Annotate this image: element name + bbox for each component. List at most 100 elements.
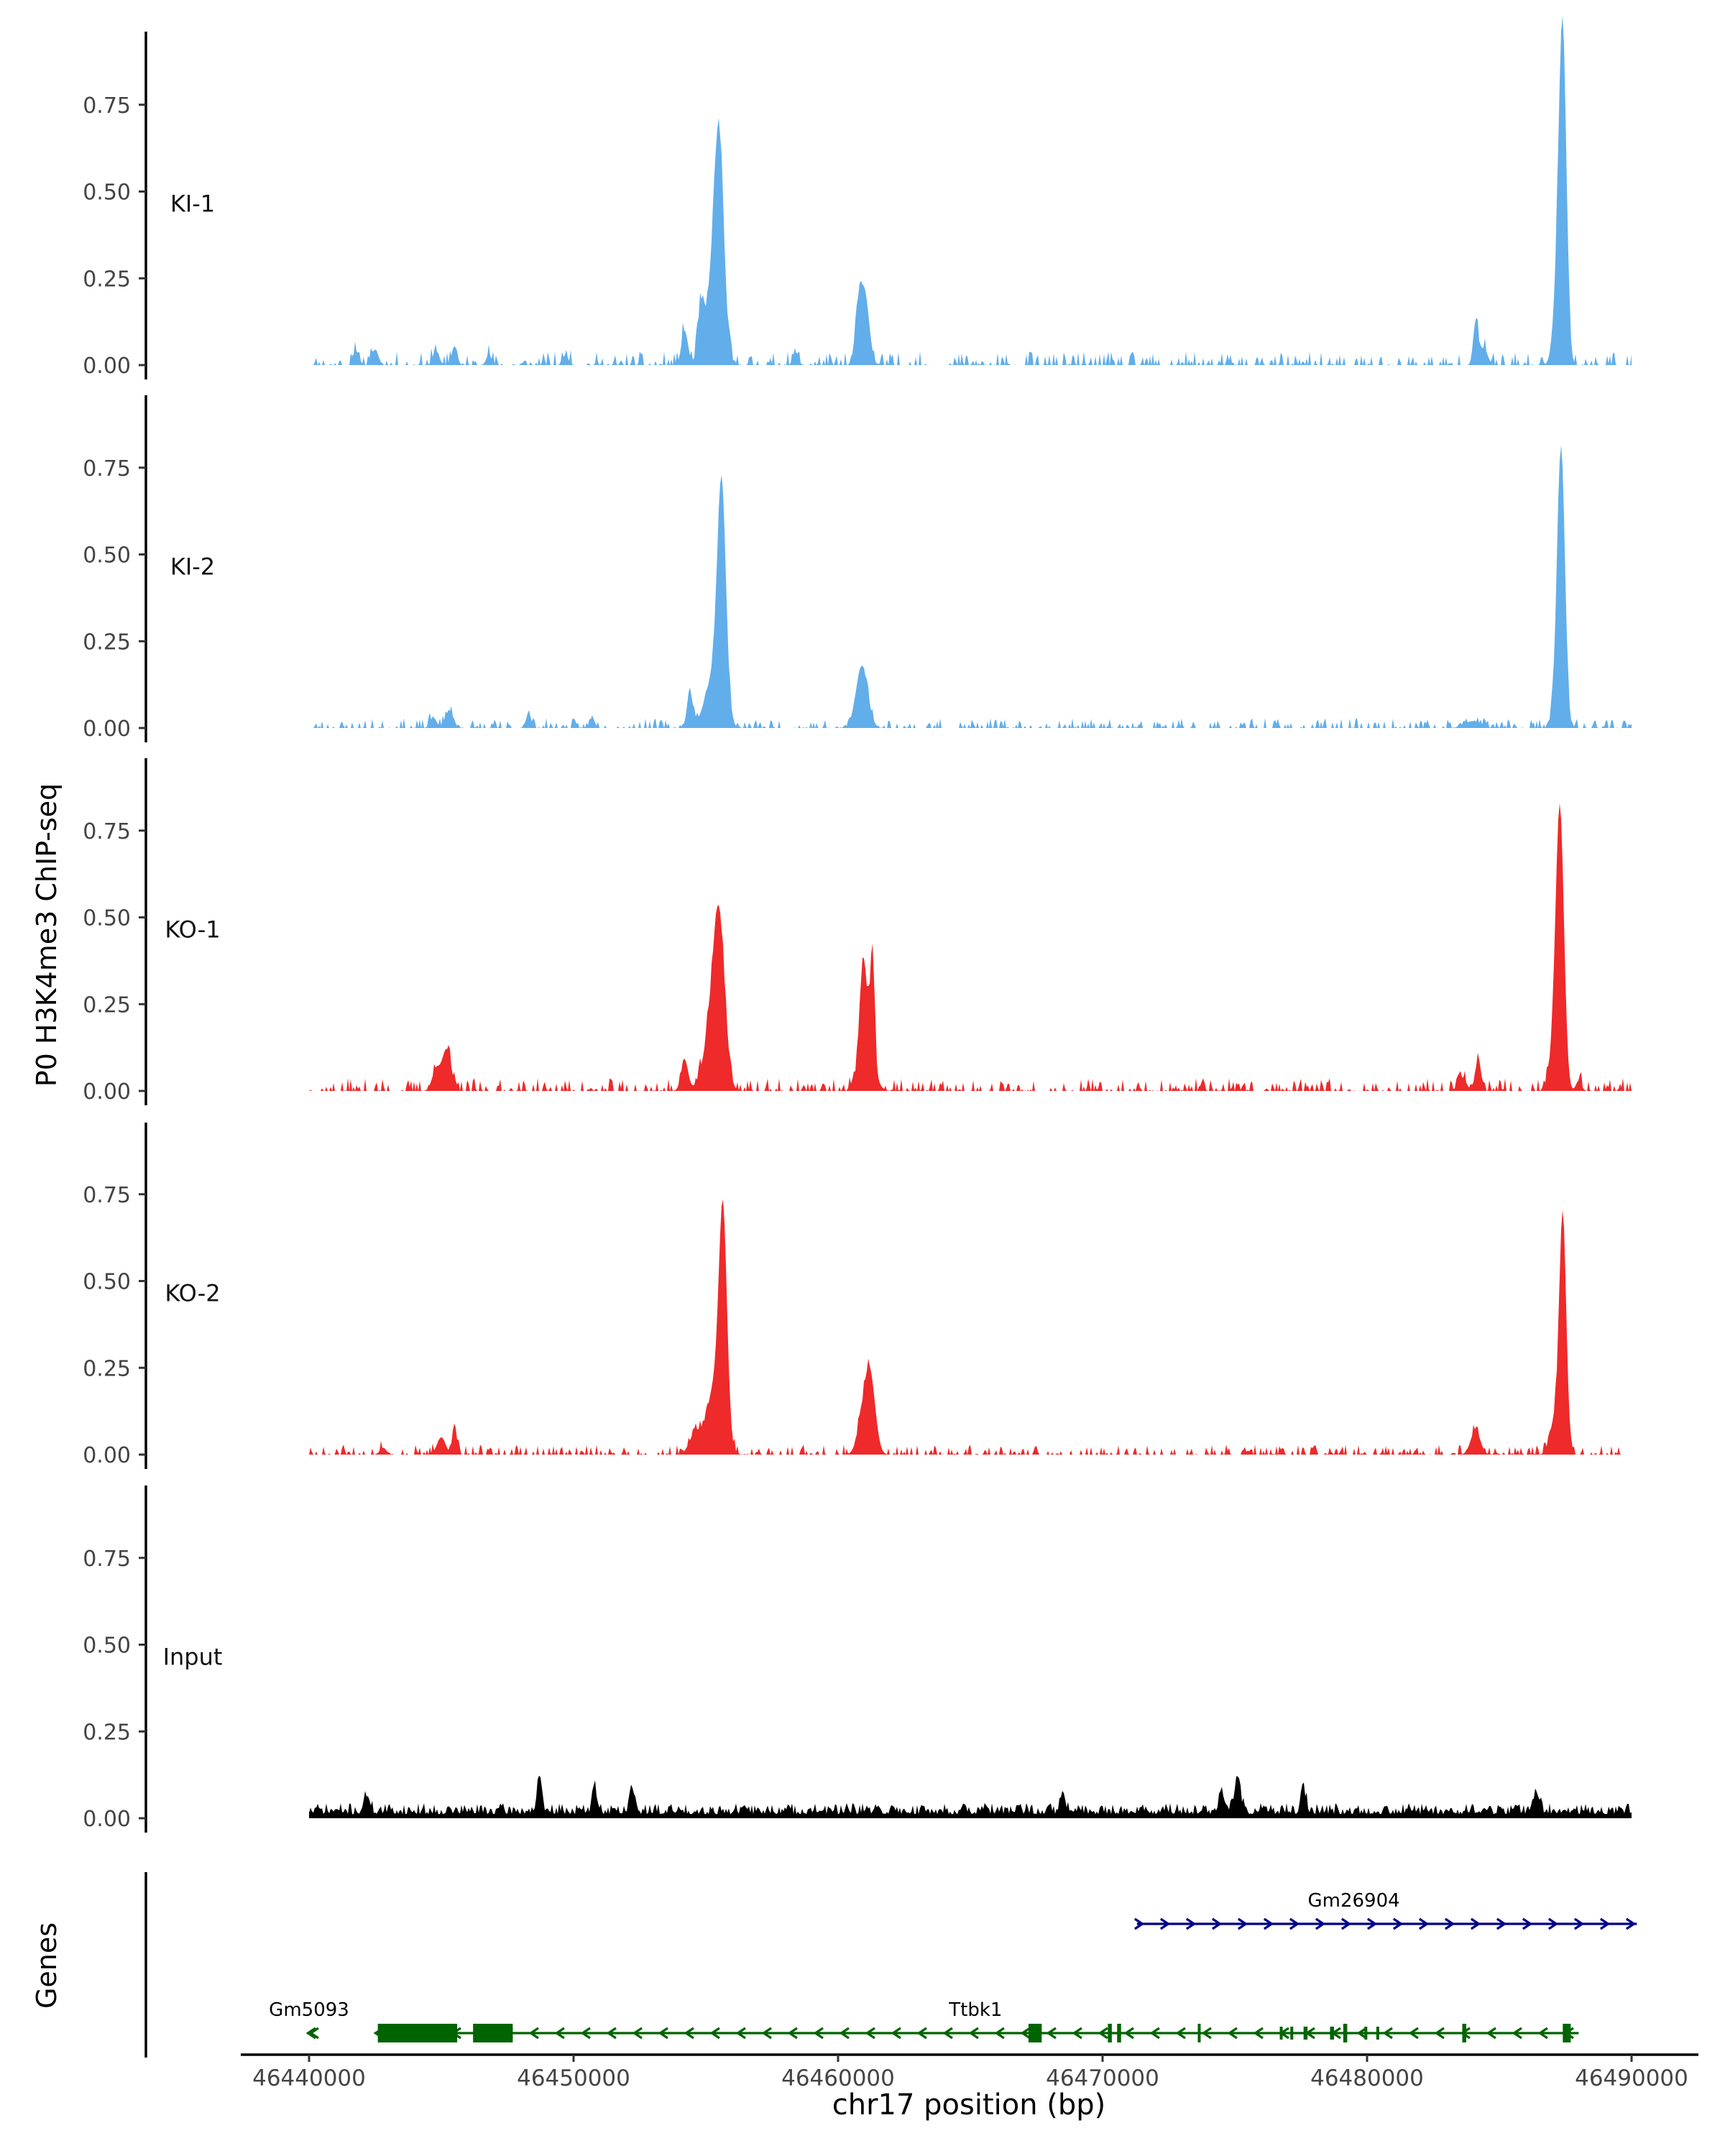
- x-axis-title: chr17 position (bp): [832, 2088, 1106, 2122]
- y-tick-label: 0.75: [83, 456, 131, 482]
- exon: [1117, 2024, 1121, 2042]
- y-tick-label: 0.25: [83, 1356, 131, 1381]
- track-ko-2: 0.00 0.25 0.50 0.75 KO-2: [83, 1123, 1632, 1469]
- strand-arrow: [813, 2027, 824, 2040]
- strand-arrow: [1253, 2027, 1264, 2040]
- strand-arrow: [1315, 1917, 1326, 1930]
- strand-arrow: [968, 2027, 979, 2040]
- genes-panel: Gm26904 Gm5093 Ttbk1: [144, 1872, 1637, 2058]
- strand-arrow: [709, 2027, 720, 2040]
- strand-arrow: [1201, 2027, 1212, 2040]
- strand-arrow: [1573, 1917, 1585, 1930]
- strand-arrow: [1434, 2027, 1445, 2040]
- exon: [1108, 2024, 1112, 2042]
- exon: [1364, 2027, 1368, 2040]
- strand-arrow: [1392, 1917, 1404, 1930]
- strand-arrow: [580, 2027, 591, 2040]
- strand-arrow: [1020, 2027, 1031, 2040]
- strand-arrow: [1072, 2027, 1082, 2040]
- exon: [1462, 2024, 1466, 2042]
- strand-arrow: [632, 2027, 643, 2040]
- exon: [1330, 2027, 1334, 2040]
- track-ko-1: 0.00 0.25 0.50 0.75 KO-1: [83, 758, 1632, 1105]
- strand-arrow: [1159, 1917, 1171, 1930]
- strand-arrow: [1496, 1917, 1507, 1930]
- y-tick-label: 0.25: [83, 1720, 131, 1745]
- genes-axis-title: Genes: [31, 1922, 63, 2009]
- x-tick-label: 46480000: [1310, 2065, 1424, 2091]
- signal-area: [309, 803, 1632, 1091]
- y-tick-label: 0.00: [83, 1807, 131, 1832]
- strand-arrow: [305, 2027, 316, 2040]
- y-tick-label: 0.75: [83, 1183, 131, 1208]
- y-tick-label: 0.50: [83, 1270, 131, 1295]
- y-tick-label: 0.50: [83, 906, 131, 931]
- strand-arrow: [1625, 1917, 1637, 1930]
- gene-ttbk1: Ttbk1: [373, 1999, 1579, 2042]
- y-tick-label: 0.25: [83, 992, 131, 1018]
- strand-arrow: [1522, 1917, 1533, 1930]
- strand-arrow: [1098, 2027, 1108, 2040]
- signal-area: [309, 16, 1632, 365]
- strand-arrow: [1133, 1917, 1145, 1930]
- strand-arrow: [1418, 1917, 1430, 1930]
- strand-arrow: [1211, 1917, 1223, 1930]
- y-tick-label: 0.50: [83, 543, 131, 568]
- strand-arrow: [942, 2027, 953, 2040]
- strand-arrow: [1537, 2027, 1548, 2040]
- strand-arrow: [1046, 2027, 1057, 2040]
- strand-arrow: [1123, 2027, 1134, 2040]
- x-tick-label: 46460000: [781, 2065, 895, 2091]
- strand-arrow: [1512, 2027, 1522, 2040]
- gene-label: Gm26904: [1308, 1890, 1400, 1912]
- y-axis-title: P0 H3K4me3 ChIP-seq: [31, 783, 63, 1087]
- y-tick-label: 0.50: [83, 180, 131, 206]
- strand-arrow: [916, 2027, 927, 2040]
- strand-arrow: [1486, 2027, 1496, 2040]
- strand-arrow: [658, 2027, 668, 2040]
- track-label: Input: [163, 1644, 223, 1671]
- gene-gm5093: Gm5093: [269, 1999, 349, 2040]
- track-label: KO-1: [165, 916, 220, 944]
- strand-arrow: [1237, 1917, 1248, 1930]
- strand-arrow: [1289, 1917, 1300, 1930]
- strand-arrow: [1547, 1917, 1559, 1930]
- strand-arrow: [1470, 1917, 1481, 1930]
- y-tick-label: 0.00: [83, 1079, 131, 1105]
- strand-arrow: [308, 2027, 319, 2040]
- y-tick-label: 0.00: [83, 1443, 131, 1468]
- track-ki-2: 0.00 0.25 0.50 0.75 KI-2: [83, 395, 1632, 742]
- strand-arrow: [528, 2027, 539, 2040]
- track-ki-1: 0.00 0.25 0.50 0.75 KI-1: [83, 16, 1632, 379]
- x-tick-label: 46470000: [1046, 2065, 1159, 2091]
- y-tick-label: 0.00: [83, 354, 131, 379]
- y-tick-label: 0.25: [83, 630, 131, 655]
- strand-arrow: [684, 2027, 694, 2040]
- y-tick-label: 0.75: [83, 819, 131, 844]
- exon: [1290, 2027, 1294, 2040]
- exon: [1376, 2027, 1379, 2040]
- strand-arrow: [839, 2027, 850, 2040]
- tracks-layer: 0.00 0.25 0.50 0.75 KI-1 0.00 0.25 0.50 0.75 KI-2…: [83, 16, 1632, 1833]
- x-axis: 46440000 46450000 46460000 46470000 46480000…: [241, 2053, 1698, 2091]
- strand-arrow: [865, 2027, 875, 2040]
- strand-arrow: [1599, 1917, 1611, 1930]
- signal-area: [309, 1775, 1632, 1818]
- y-tick-label: 0.75: [83, 1547, 131, 1572]
- track-input: 0.00 0.25 0.50 0.75 Input: [83, 1485, 1632, 1833]
- exon: [1279, 2027, 1283, 2040]
- y-tick-label: 0.50: [83, 1634, 131, 1659]
- strand-arrow: [787, 2027, 798, 2040]
- exon: [1563, 2024, 1571, 2042]
- x-tick-label: 46450000: [517, 2065, 630, 2091]
- strand-arrow: [1227, 2027, 1238, 2040]
- strand-arrow: [1185, 1917, 1197, 1930]
- exon: [1028, 2024, 1042, 2042]
- gene-label: Gm5093: [269, 1999, 349, 2021]
- exon: [473, 2024, 513, 2042]
- gene-gm26904: Gm26904: [1133, 1890, 1637, 1930]
- x-tick-label: 46440000: [252, 2065, 366, 2091]
- strand-arrow: [554, 2027, 565, 2040]
- exon: [1343, 2024, 1348, 2042]
